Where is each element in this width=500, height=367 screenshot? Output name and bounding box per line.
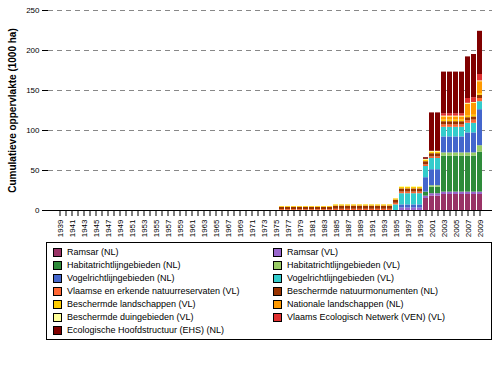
svg-text:1971: 1971 (248, 219, 257, 237)
svg-text:2005: 2005 (452, 219, 461, 237)
svg-text:1969: 1969 (236, 219, 245, 237)
svg-text:2007: 2007 (464, 219, 473, 237)
svg-text:250: 250 (26, 6, 40, 15)
html-text:Vlaamse en erkende natuurreser: Vlaamse en erkende natuurreservaten (VL) (67, 286, 240, 296)
svg-text:1965: 1965 (212, 219, 221, 237)
html-text:Beschermde landschappen (VL): Beschermde landschappen (VL) (67, 299, 196, 309)
svg-text:1995: 1995 (392, 219, 401, 237)
svg-text:1993: 1993 (380, 219, 389, 237)
svg-text:2009: 2009 (476, 219, 485, 237)
svg-text:2001: 2001 (428, 219, 437, 237)
svg-text:1961: 1961 (188, 219, 197, 237)
svg-text:1979: 1979 (296, 219, 305, 237)
svg-text:1945: 1945 (92, 219, 101, 237)
svg-text:1951: 1951 (128, 219, 137, 237)
svg-text:1963: 1963 (200, 219, 209, 237)
html-text:Ecologische Hoofdstructuur (EH: Ecologische Hoofdstructuur (EHS) (NL) (67, 325, 225, 335)
svg-text:2003: 2003 (440, 219, 449, 237)
svg-text:1985: 1985 (332, 219, 341, 237)
svg-text:1949: 1949 (116, 219, 125, 237)
svg-text:0: 0 (35, 206, 40, 215)
svg-text:1947: 1947 (104, 219, 113, 237)
svg-text:1977: 1977 (284, 219, 293, 237)
html-text:Nationale landschappen (NL): Nationale landschappen (NL) (287, 299, 404, 309)
svg-text:Cumulatieve oppervlakte (1000: Cumulatieve oppervlakte (1000 ha) (7, 28, 18, 193)
html-text:Beschermde duingebieden (VL): Beschermde duingebieden (VL) (67, 312, 194, 322)
svg-text:1989: 1989 (356, 219, 365, 237)
svg-text:1975: 1975 (272, 219, 281, 237)
html-text:Ramsar (NL): Ramsar (NL) (67, 247, 119, 257)
svg-text:1957: 1957 (164, 219, 173, 237)
html-text:Vlaams Ecologisch Netwerk (VEN: Vlaams Ecologisch Netwerk (VEN) (VL) (287, 312, 445, 322)
svg-text:1941: 1941 (68, 219, 77, 237)
svg-text:1973: 1973 (260, 219, 269, 237)
svg-text:1953: 1953 (140, 219, 149, 237)
svg-text:200: 200 (26, 46, 40, 55)
svg-text:1943: 1943 (80, 219, 89, 237)
html-text:Beschermde natuurmonumenten (N: Beschermde natuurmonumenten (NL) (287, 286, 439, 296)
html-text:Vogelrichtlijngebieden (VL): Vogelrichtlijngebieden (VL) (287, 273, 395, 283)
html-text:Habitatrichtlijngebieden (NL): Habitatrichtlijngebieden (NL) (67, 260, 181, 270)
svg-text:100: 100 (26, 126, 40, 135)
svg-text:1999: 1999 (416, 219, 425, 237)
svg-text:1991: 1991 (368, 219, 377, 237)
svg-text:1967: 1967 (224, 219, 233, 237)
svg-text:1981: 1981 (308, 219, 317, 237)
svg-text:1997: 1997 (404, 219, 413, 237)
svg-text:50: 50 (31, 166, 40, 175)
svg-text:1987: 1987 (344, 219, 353, 237)
svg-text:1955: 1955 (152, 219, 161, 237)
html-text:Vogelrichtlijngebieden (NL): Vogelrichtlijngebieden (NL) (67, 273, 175, 283)
svg-text:1959: 1959 (176, 219, 185, 237)
svg-text:1983: 1983 (320, 219, 329, 237)
svg-text:150: 150 (26, 86, 40, 95)
html-text:Habitatrichtlijngebieden (VL): Habitatrichtlijngebieden (VL) (287, 260, 401, 270)
html-text:Ramsar (VL): Ramsar (VL) (287, 247, 338, 257)
svg-text:1939: 1939 (56, 219, 65, 237)
